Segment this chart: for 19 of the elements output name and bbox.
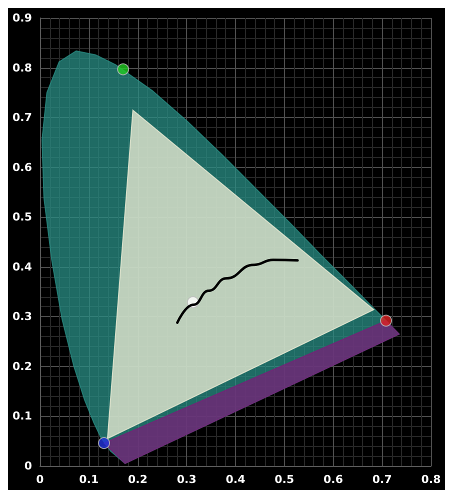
y-tick-label: 0.7: [12, 111, 32, 124]
x-tick-label: 0.6: [324, 473, 344, 486]
x-tick-label: 0.1: [79, 473, 99, 486]
x-tick-label: 0.4: [226, 473, 246, 486]
x-tick-label: 0.3: [176, 473, 196, 486]
y-tick-label: 0.5: [12, 210, 32, 224]
y-tick-label: 0: [24, 460, 32, 472]
x-tick-label: 0.2: [128, 473, 148, 486]
y-tick-label: 0.8: [12, 61, 32, 74]
y-tick-label: 0.9: [12, 12, 32, 24]
y-tick-label: 0.1: [12, 410, 32, 423]
y-tick-label: 0.2: [12, 360, 32, 373]
y-tick-label: 0.3: [12, 310, 32, 324]
y-tick-label: 0.6: [12, 160, 32, 174]
x-tick-label: 0: [36, 473, 44, 486]
y-tick-label: 0.4: [12, 260, 32, 274]
x-tick-label: 0.5: [274, 473, 294, 486]
x-tick-label: 0.7: [372, 473, 392, 486]
x-tick-label: 0.8: [421, 473, 441, 486]
